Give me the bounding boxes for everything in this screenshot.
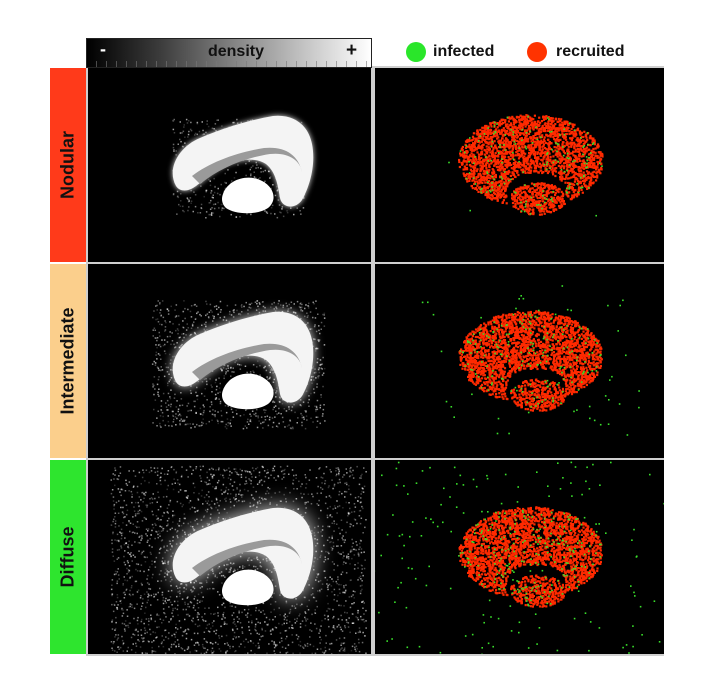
density-lung-shape xyxy=(172,507,314,599)
infected-cells xyxy=(421,285,640,436)
legend-infected-marker xyxy=(406,42,426,62)
infected-cells xyxy=(375,461,664,654)
density-inner-band xyxy=(192,343,302,380)
density-panel-intermediate xyxy=(88,264,371,458)
density-inner-band xyxy=(192,539,302,576)
row-label-text: Intermediate xyxy=(57,307,78,415)
colorbar-min-symbol: - xyxy=(100,39,106,59)
legend-recruited-label: recruited xyxy=(556,43,625,60)
row-label-text: Diffuse xyxy=(57,526,78,588)
row-label-diffuse: Diffuse xyxy=(50,460,86,654)
recruited-cells xyxy=(458,310,603,412)
cells-panel-nodular xyxy=(375,68,664,262)
row-label-nodular: Nodular xyxy=(50,68,86,262)
density-panel-diffuse xyxy=(88,460,371,654)
density-lower-lobe xyxy=(222,177,274,214)
density-panel-nodular xyxy=(88,68,371,262)
density-lung-shape xyxy=(172,311,314,403)
row-label-intermediate: Intermediate xyxy=(50,264,86,458)
cells-panel-diffuse xyxy=(375,460,664,654)
recruited-cells xyxy=(458,114,604,216)
row-label-text: Nodular xyxy=(57,130,78,200)
density-inner-band xyxy=(192,147,302,184)
density-halo xyxy=(110,465,367,654)
density-lower-lobe xyxy=(222,373,274,410)
density-lower-lobe xyxy=(222,569,274,606)
density-lung-shape xyxy=(172,115,314,207)
density-colorbar xyxy=(86,38,372,68)
legend-recruited-marker xyxy=(527,42,547,62)
legend-infected-label: infected xyxy=(433,43,495,60)
colorbar-max-symbol: + xyxy=(346,40,358,61)
infected-cells xyxy=(448,115,603,217)
cells-panel-intermediate xyxy=(375,264,664,458)
recruited-cells xyxy=(458,506,603,608)
colorbar-label: density xyxy=(207,43,264,60)
